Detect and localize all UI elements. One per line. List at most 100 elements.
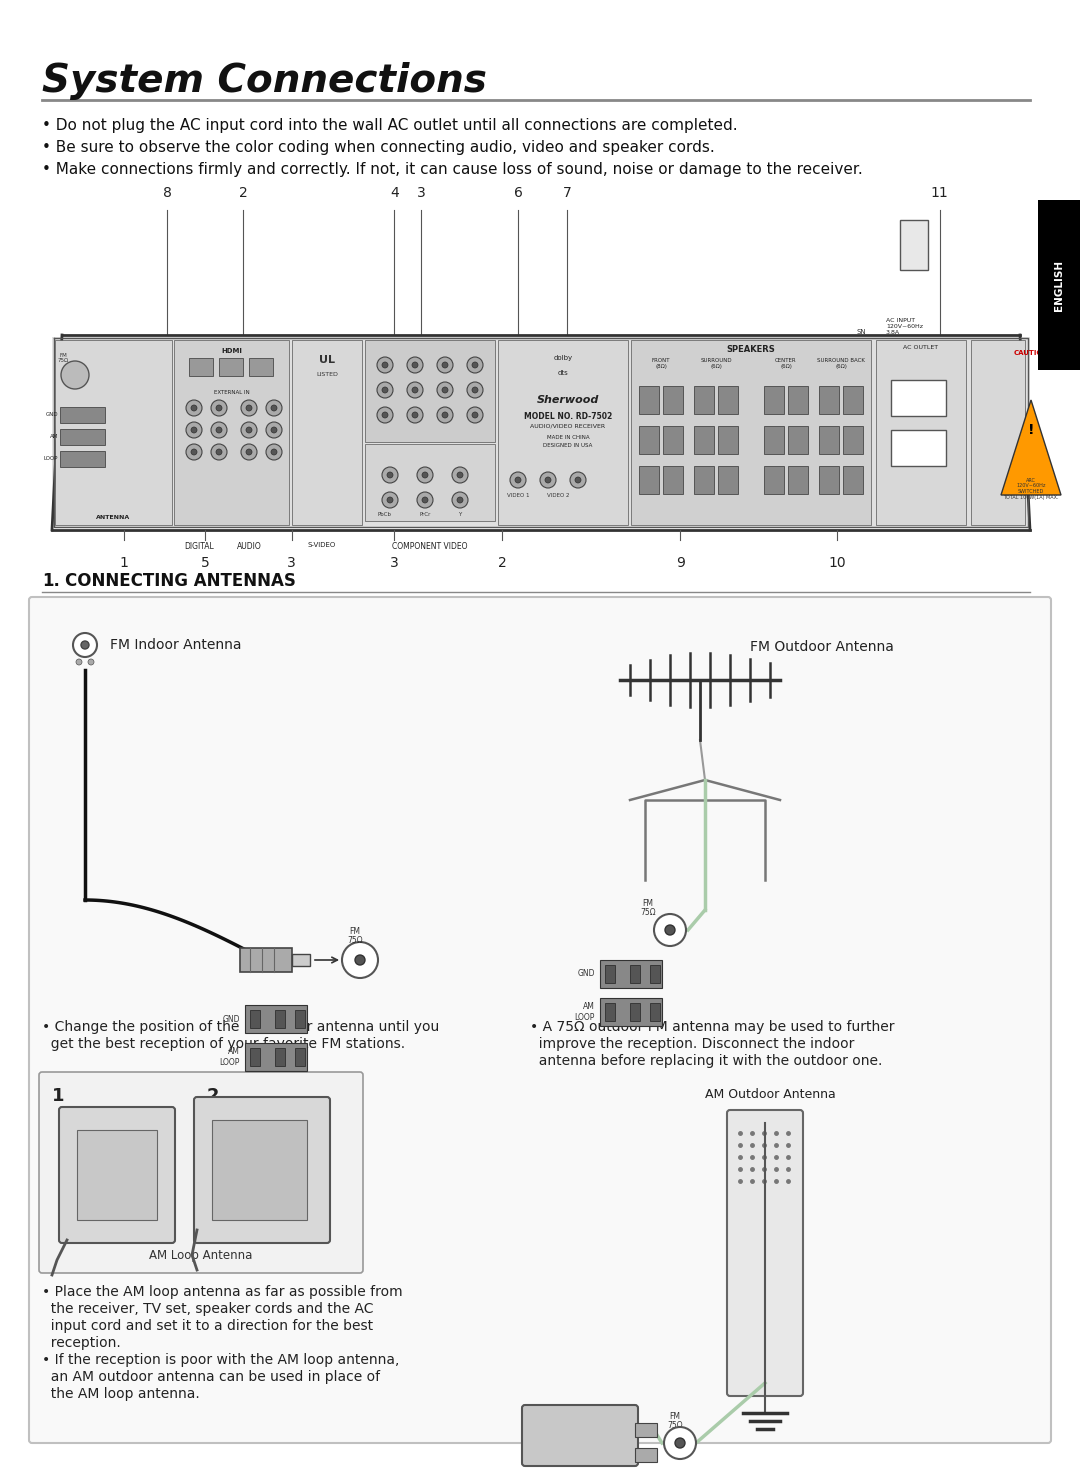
Text: FM: FM — [350, 927, 361, 936]
Circle shape — [442, 413, 448, 419]
Bar — [212, 1120, 307, 1220]
Text: an AM outdoor antenna can be used in place of: an AM outdoor antenna can be used in pla… — [42, 1370, 380, 1384]
Bar — [663, 386, 683, 414]
Polygon shape — [1001, 399, 1061, 495]
Circle shape — [241, 399, 257, 416]
Circle shape — [453, 493, 468, 507]
Text: 75Ω: 75Ω — [640, 908, 656, 917]
Text: • Make connections firmly and correctly. If not, it can cause loss of sound, noi: • Make connections firmly and correctly.… — [42, 163, 863, 177]
Bar — [764, 466, 784, 494]
Text: 5: 5 — [201, 556, 210, 569]
Circle shape — [453, 467, 468, 484]
Bar — [635, 1423, 657, 1438]
Circle shape — [515, 478, 521, 484]
Text: SURROUND
(6Ω): SURROUND (6Ω) — [700, 358, 732, 368]
Bar — [295, 1010, 305, 1028]
Circle shape — [186, 422, 202, 438]
Circle shape — [355, 955, 365, 964]
Text: GND: GND — [578, 970, 595, 979]
Text: reception.: reception. — [42, 1336, 121, 1350]
Circle shape — [422, 497, 428, 503]
Circle shape — [417, 493, 433, 507]
Bar — [174, 340, 289, 525]
Circle shape — [472, 413, 478, 419]
Bar — [639, 426, 659, 454]
Circle shape — [211, 444, 227, 460]
Bar — [635, 1448, 657, 1463]
Circle shape — [654, 914, 686, 947]
Text: MODEL NO. RD-7502: MODEL NO. RD-7502 — [524, 413, 612, 422]
Bar — [819, 386, 839, 414]
Bar — [60, 429, 105, 445]
FancyBboxPatch shape — [39, 1072, 363, 1273]
Circle shape — [545, 478, 551, 484]
Bar — [788, 466, 808, 494]
Text: AM
LOOP: AM LOOP — [575, 1003, 595, 1022]
Text: FM Indoor Antenna: FM Indoor Antenna — [110, 637, 242, 652]
Circle shape — [271, 450, 276, 456]
Bar — [764, 386, 784, 414]
Circle shape — [411, 413, 418, 419]
Circle shape — [377, 382, 393, 398]
Text: S-VIDEO: S-VIDEO — [308, 541, 336, 549]
FancyBboxPatch shape — [727, 1111, 804, 1396]
Bar — [605, 964, 615, 984]
Bar — [600, 998, 662, 1026]
Text: LOOP: LOOP — [43, 457, 58, 461]
Circle shape — [76, 660, 82, 666]
Text: 6: 6 — [514, 186, 523, 200]
Text: the receiver, TV set, speaker cords and the AC: the receiver, TV set, speaker cords and … — [42, 1302, 374, 1316]
Text: 2: 2 — [207, 1087, 219, 1105]
Circle shape — [387, 472, 393, 478]
Text: CONNECTING ANTENNAS: CONNECTING ANTENNAS — [65, 572, 296, 590]
Text: SN: SN — [856, 328, 866, 336]
Bar — [600, 960, 662, 988]
Bar — [694, 386, 714, 414]
Text: AM: AM — [50, 435, 58, 439]
Bar — [55, 340, 172, 525]
Bar — [249, 1010, 260, 1028]
Bar — [60, 451, 105, 467]
Circle shape — [216, 405, 222, 411]
Text: • Do not plug the AC input cord into the wall AC outlet until all connections ar: • Do not plug the AC input cord into the… — [42, 118, 738, 133]
Bar — [718, 426, 738, 454]
Text: !: ! — [1028, 423, 1035, 436]
Bar — [900, 220, 928, 271]
Text: 11: 11 — [931, 186, 948, 200]
Bar — [1038, 200, 1080, 370]
Text: 9: 9 — [676, 556, 685, 569]
Circle shape — [407, 356, 423, 373]
Text: AM
LOOP: AM LOOP — [219, 1047, 240, 1066]
Bar — [764, 426, 784, 454]
Bar — [240, 948, 292, 972]
Bar — [891, 430, 946, 466]
Circle shape — [442, 387, 448, 393]
Circle shape — [271, 405, 276, 411]
Text: 1.: 1. — [42, 572, 59, 590]
Circle shape — [437, 382, 453, 398]
Circle shape — [437, 407, 453, 423]
Text: 3: 3 — [417, 186, 426, 200]
Circle shape — [467, 356, 483, 373]
Text: PrCr: PrCr — [419, 512, 431, 518]
Circle shape — [377, 356, 393, 373]
Circle shape — [675, 1438, 685, 1448]
Text: dts: dts — [557, 370, 568, 376]
Circle shape — [422, 472, 428, 478]
Bar — [365, 444, 495, 522]
Circle shape — [457, 472, 463, 478]
Text: get the best reception of your favorite FM stations.: get the best reception of your favorite … — [42, 1037, 405, 1052]
Text: 75Ω: 75Ω — [58, 358, 69, 362]
Text: AUDIO: AUDIO — [237, 541, 261, 552]
Bar — [292, 340, 362, 525]
Text: SURROUND BACK
(6Ω): SURROUND BACK (6Ω) — [818, 358, 865, 368]
Text: FRONT
(8Ω): FRONT (8Ω) — [651, 358, 671, 368]
Circle shape — [467, 407, 483, 423]
Text: improve the reception. Disconnect the indoor: improve the reception. Disconnect the in… — [530, 1037, 854, 1052]
Bar — [663, 426, 683, 454]
Text: DIGITAL: DIGITAL — [184, 541, 214, 552]
Bar — [77, 1130, 157, 1220]
Circle shape — [472, 387, 478, 393]
Text: FM: FM — [670, 1412, 680, 1421]
Circle shape — [407, 407, 423, 423]
